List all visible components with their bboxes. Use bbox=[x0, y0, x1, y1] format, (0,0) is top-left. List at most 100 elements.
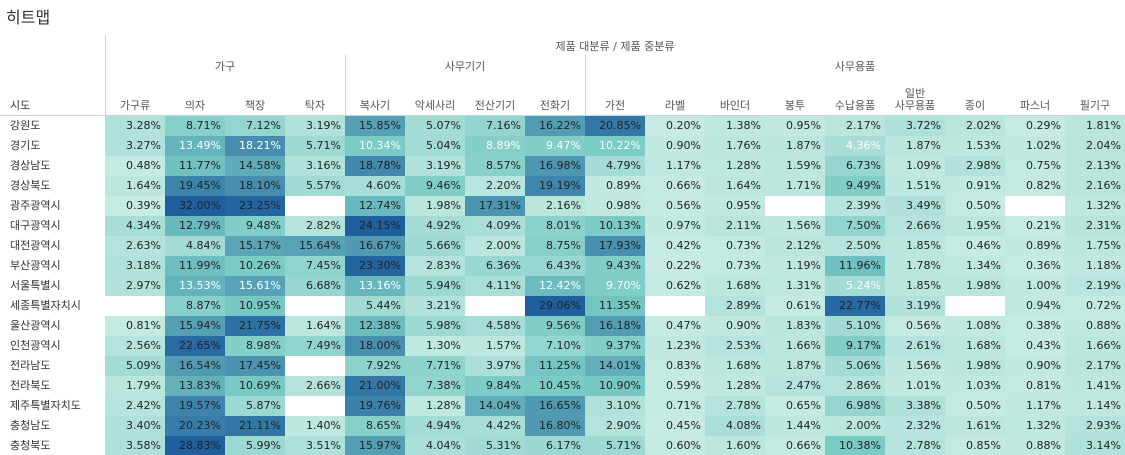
heatmap-cell[interactable]: 1.56% bbox=[885, 356, 945, 376]
heatmap-cell[interactable]: 4.09% bbox=[465, 216, 525, 236]
heatmap-cell[interactable]: 6.17% bbox=[525, 436, 585, 455]
heatmap-cell[interactable]: 2.63% bbox=[105, 236, 165, 256]
heatmap-cell[interactable]: 10.45% bbox=[525, 376, 585, 396]
heatmap-cell[interactable]: 4.84% bbox=[165, 236, 225, 256]
heatmap-cell[interactable]: 1.64% bbox=[285, 316, 345, 336]
heatmap-cell[interactable]: 1.64% bbox=[705, 176, 765, 196]
heatmap-cell[interactable]: 9.47% bbox=[525, 136, 585, 156]
heatmap-cell[interactable]: 19.45% bbox=[165, 176, 225, 196]
heatmap-cell[interactable]: 5.31% bbox=[465, 436, 525, 455]
heatmap-cell[interactable]: 0.46% bbox=[945, 236, 1005, 256]
heatmap-cell[interactable]: 10.69% bbox=[225, 376, 285, 396]
heatmap-cell[interactable]: 2.16% bbox=[525, 196, 585, 216]
heatmap-cell[interactable]: 0.90% bbox=[645, 136, 705, 156]
heatmap-cell[interactable]: 1.32% bbox=[1065, 196, 1125, 216]
heatmap-cell[interactable]: 2.90% bbox=[585, 416, 645, 436]
heatmap-cell[interactable]: 2.66% bbox=[285, 376, 345, 396]
heatmap-cell[interactable]: 5.71% bbox=[285, 136, 345, 156]
heatmap-cell[interactable]: 2.93% bbox=[1065, 416, 1125, 436]
heatmap-cell[interactable]: 4.79% bbox=[585, 156, 645, 176]
heatmap-cell[interactable]: 15.17% bbox=[225, 236, 285, 256]
heatmap-cell[interactable]: 1.09% bbox=[885, 156, 945, 176]
heatmap-cell[interactable] bbox=[645, 296, 705, 316]
heatmap-cell[interactable]: 8.65% bbox=[345, 416, 405, 436]
heatmap-cell[interactable]: 6.68% bbox=[285, 276, 345, 296]
heatmap-cell[interactable]: 18.21% bbox=[225, 136, 285, 156]
heatmap-cell[interactable]: 0.42% bbox=[645, 236, 705, 256]
heatmap-cell[interactable]: 1.98% bbox=[945, 276, 1005, 296]
heatmap-cell[interactable]: 11.77% bbox=[165, 156, 225, 176]
heatmap-cell[interactable]: 5.10% bbox=[825, 316, 885, 336]
heatmap-cell[interactable]: 1.51% bbox=[885, 176, 945, 196]
heatmap-cell[interactable]: 3.19% bbox=[405, 156, 465, 176]
heatmap-cell[interactable]: 2.53% bbox=[705, 336, 765, 356]
heatmap-cell[interactable]: 0.98% bbox=[585, 196, 645, 216]
heatmap-cell[interactable]: 1.34% bbox=[945, 256, 1005, 276]
heatmap-cell[interactable]: 2.50% bbox=[825, 236, 885, 256]
heatmap-cell[interactable]: 1.87% bbox=[885, 136, 945, 156]
heatmap-cell[interactable]: 7.49% bbox=[285, 336, 345, 356]
heatmap-cell[interactable]: 8.75% bbox=[525, 236, 585, 256]
heatmap-cell[interactable]: 10.95% bbox=[225, 296, 285, 316]
heatmap-cell[interactable]: 15.64% bbox=[285, 236, 345, 256]
heatmap-cell[interactable]: 1.56% bbox=[765, 216, 825, 236]
heatmap-cell[interactable]: 21.00% bbox=[345, 376, 405, 396]
heatmap-cell[interactable]: 5.98% bbox=[405, 316, 465, 336]
heatmap-cell[interactable]: 1.01% bbox=[885, 376, 945, 396]
heatmap-cell[interactable]: 32.00% bbox=[165, 196, 225, 216]
heatmap-cell[interactable]: 7.10% bbox=[525, 336, 585, 356]
heatmap-cell[interactable]: 17.31% bbox=[465, 196, 525, 216]
heatmap-cell[interactable]: 7.71% bbox=[405, 356, 465, 376]
heatmap-cell[interactable]: 4.42% bbox=[465, 416, 525, 436]
heatmap-cell[interactable]: 5.57% bbox=[285, 176, 345, 196]
heatmap-cell[interactable]: 0.22% bbox=[645, 256, 705, 276]
heatmap-cell[interactable]: 16.80% bbox=[525, 416, 585, 436]
heatmap-cell[interactable]: 2.31% bbox=[1065, 216, 1125, 236]
heatmap-cell[interactable]: 6.98% bbox=[825, 396, 885, 416]
heatmap-cell[interactable]: 21.75% bbox=[225, 316, 285, 336]
heatmap-cell[interactable]: 10.34% bbox=[345, 136, 405, 156]
heatmap-cell[interactable]: 2.17% bbox=[825, 116, 885, 136]
heatmap-cell[interactable]: 3.58% bbox=[105, 436, 165, 455]
heatmap-cell[interactable]: 14.58% bbox=[225, 156, 285, 176]
heatmap-cell[interactable]: 1.23% bbox=[645, 336, 705, 356]
heatmap-cell[interactable]: 1.57% bbox=[465, 336, 525, 356]
heatmap-cell[interactable]: 2.04% bbox=[1065, 136, 1125, 156]
heatmap-cell[interactable]: 2.89% bbox=[705, 296, 765, 316]
heatmap-cell[interactable]: 16.67% bbox=[345, 236, 405, 256]
heatmap-cell[interactable]: 7.12% bbox=[225, 116, 285, 136]
heatmap-cell[interactable]: 1.85% bbox=[885, 276, 945, 296]
heatmap-cell[interactable]: 1.02% bbox=[1005, 136, 1065, 156]
heatmap-cell[interactable]: 9.43% bbox=[585, 256, 645, 276]
heatmap-cell[interactable]: 1.66% bbox=[765, 336, 825, 356]
heatmap-cell[interactable]: 2.12% bbox=[765, 236, 825, 256]
heatmap-cell[interactable]: 3.49% bbox=[885, 196, 945, 216]
heatmap-cell[interactable]: 1.30% bbox=[405, 336, 465, 356]
heatmap-cell[interactable]: 2.83% bbox=[405, 256, 465, 276]
heatmap-cell[interactable]: 9.46% bbox=[405, 176, 465, 196]
heatmap-cell[interactable]: 15.61% bbox=[225, 276, 285, 296]
heatmap-cell[interactable]: 14.01% bbox=[585, 356, 645, 376]
heatmap-cell[interactable]: 3.72% bbox=[885, 116, 945, 136]
heatmap-cell[interactable]: 6.73% bbox=[825, 156, 885, 176]
heatmap-cell[interactable]: 2.97% bbox=[105, 276, 165, 296]
heatmap-cell[interactable]: 2.16% bbox=[1065, 176, 1125, 196]
heatmap-cell[interactable]: 13.49% bbox=[165, 136, 225, 156]
heatmap-cell[interactable]: 4.92% bbox=[405, 216, 465, 236]
heatmap-cell[interactable]: 10.26% bbox=[225, 256, 285, 276]
heatmap-cell[interactable]: 2.86% bbox=[825, 376, 885, 396]
heatmap-cell[interactable]: 23.25% bbox=[225, 196, 285, 216]
heatmap-cell[interactable]: 0.48% bbox=[105, 156, 165, 176]
heatmap-cell[interactable]: 18.78% bbox=[345, 156, 405, 176]
heatmap-cell[interactable]: 5.99% bbox=[225, 436, 285, 455]
heatmap-cell[interactable] bbox=[1005, 196, 1065, 216]
heatmap-cell[interactable]: 12.38% bbox=[345, 316, 405, 336]
heatmap-cell[interactable]: 0.90% bbox=[705, 316, 765, 336]
heatmap-cell[interactable]: 1.95% bbox=[945, 216, 1005, 236]
heatmap-cell[interactable]: 0.65% bbox=[765, 396, 825, 416]
heatmap-cell[interactable]: 1.66% bbox=[1065, 336, 1125, 356]
heatmap-cell[interactable]: 11.25% bbox=[525, 356, 585, 376]
heatmap-cell[interactable]: 12.42% bbox=[525, 276, 585, 296]
heatmap-cell[interactable]: 19.57% bbox=[165, 396, 225, 416]
heatmap-cell[interactable]: 9.49% bbox=[825, 176, 885, 196]
